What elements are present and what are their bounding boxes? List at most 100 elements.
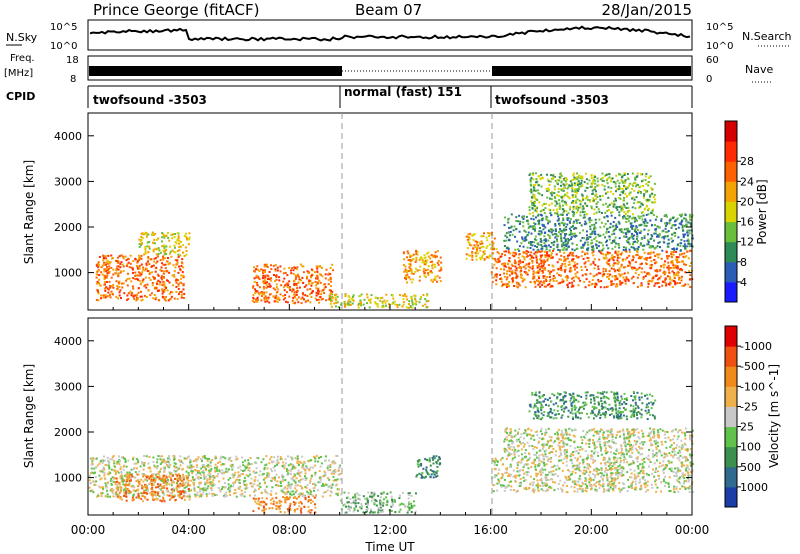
echo-cell (525, 239, 528, 241)
echo-cell (209, 460, 212, 463)
echo-cell (119, 266, 122, 269)
echo-cell (325, 455, 327, 458)
echo-cell (331, 297, 334, 300)
echo-cell (140, 254, 143, 257)
echo-cell (613, 203, 616, 206)
echo-cell (295, 276, 298, 278)
echo-cell (139, 465, 142, 468)
echo-cell (198, 472, 201, 475)
echo-cell (331, 461, 334, 463)
echo-cell (188, 232, 191, 235)
echo-cell (142, 486, 145, 488)
echo-cell (535, 210, 538, 213)
echo-cell (533, 228, 536, 231)
echo-cell (237, 471, 240, 474)
echo-cell (440, 266, 443, 269)
echo-cell (568, 260, 571, 263)
echo-cell (329, 296, 332, 299)
echo-cell (163, 284, 166, 287)
echo-cell (614, 251, 617, 254)
echo-cell (621, 251, 624, 254)
echo-cell (418, 279, 421, 282)
echo-cell (125, 465, 128, 468)
echo-cell (116, 287, 119, 290)
echo-cell (238, 475, 241, 478)
echo-cell (181, 462, 184, 465)
echo-cell (174, 241, 177, 243)
echo-cell (643, 194, 645, 197)
echo-cell (559, 173, 562, 176)
echo-cell (115, 471, 117, 474)
echo-cell (551, 194, 554, 197)
echo-cell (123, 292, 126, 295)
echo-cell (568, 220, 571, 223)
echo-cell (628, 209, 631, 212)
echo-cell (525, 215, 528, 218)
echo-cell (620, 263, 623, 266)
echo-cell (566, 219, 569, 221)
echo-cell (580, 246, 583, 249)
echo-cell (676, 267, 679, 270)
echo-cell (149, 467, 152, 470)
echo-cell (140, 244, 142, 247)
echo-cell (112, 492, 115, 495)
echo-cell (583, 213, 586, 216)
echo-cell (119, 475, 122, 478)
echo-cell (580, 255, 583, 258)
echo-cell (375, 302, 377, 305)
echo-cell (93, 480, 96, 483)
echo-cell (470, 244, 473, 247)
echo-cell (250, 482, 253, 485)
echo-cell (172, 490, 175, 493)
echo-cell (641, 203, 644, 206)
echo-cell (653, 247, 656, 250)
echo-cell (163, 470, 166, 473)
echo-cell (544, 268, 547, 271)
echo-cell (140, 290, 142, 293)
echo-cell (617, 250, 620, 253)
echo-cell (145, 267, 148, 270)
echo-cell (613, 268, 615, 271)
echo-cell (131, 267, 134, 270)
echo-cell (575, 189, 578, 192)
echo-cell (223, 495, 226, 498)
echo-cell (410, 255, 413, 257)
echo-cell (623, 205, 626, 208)
echo-cell (531, 211, 534, 214)
echo-cell (618, 267, 621, 270)
echo-cell (100, 477, 103, 480)
echo-cell (571, 248, 574, 251)
echo-cell (560, 188, 563, 191)
echo-cell (327, 465, 329, 468)
echo-cell (533, 197, 536, 199)
echo-cell (682, 235, 685, 237)
echo-cell (488, 232, 491, 235)
echo-cell (621, 181, 624, 184)
echo-cell (269, 293, 272, 296)
echo-cell (159, 483, 162, 486)
echo-cell (671, 240, 674, 243)
echo-cell (626, 231, 629, 234)
echo-cell (300, 511, 303, 514)
echo-cell (571, 201, 573, 204)
echo-cell (545, 245, 548, 248)
echo-cell (550, 285, 553, 288)
echo-cell (404, 268, 407, 271)
echo-cell (264, 300, 267, 303)
echo-cell (182, 490, 184, 493)
echo-cell (126, 480, 129, 483)
echo-cell (120, 297, 122, 299)
echo-cell (607, 196, 610, 199)
echo-cell (115, 462, 118, 465)
echo-cell (268, 301, 271, 304)
echo-cell (301, 495, 304, 498)
echo-cell (270, 279, 273, 282)
echo-cell (103, 474, 106, 477)
echo-cell (295, 291, 298, 294)
echo-cell (602, 233, 605, 236)
echo-cell (115, 269, 118, 272)
echo-cell (330, 472, 333, 475)
echo-cell (328, 459, 331, 462)
echo-cell (612, 221, 615, 223)
echo-cell (289, 456, 292, 459)
